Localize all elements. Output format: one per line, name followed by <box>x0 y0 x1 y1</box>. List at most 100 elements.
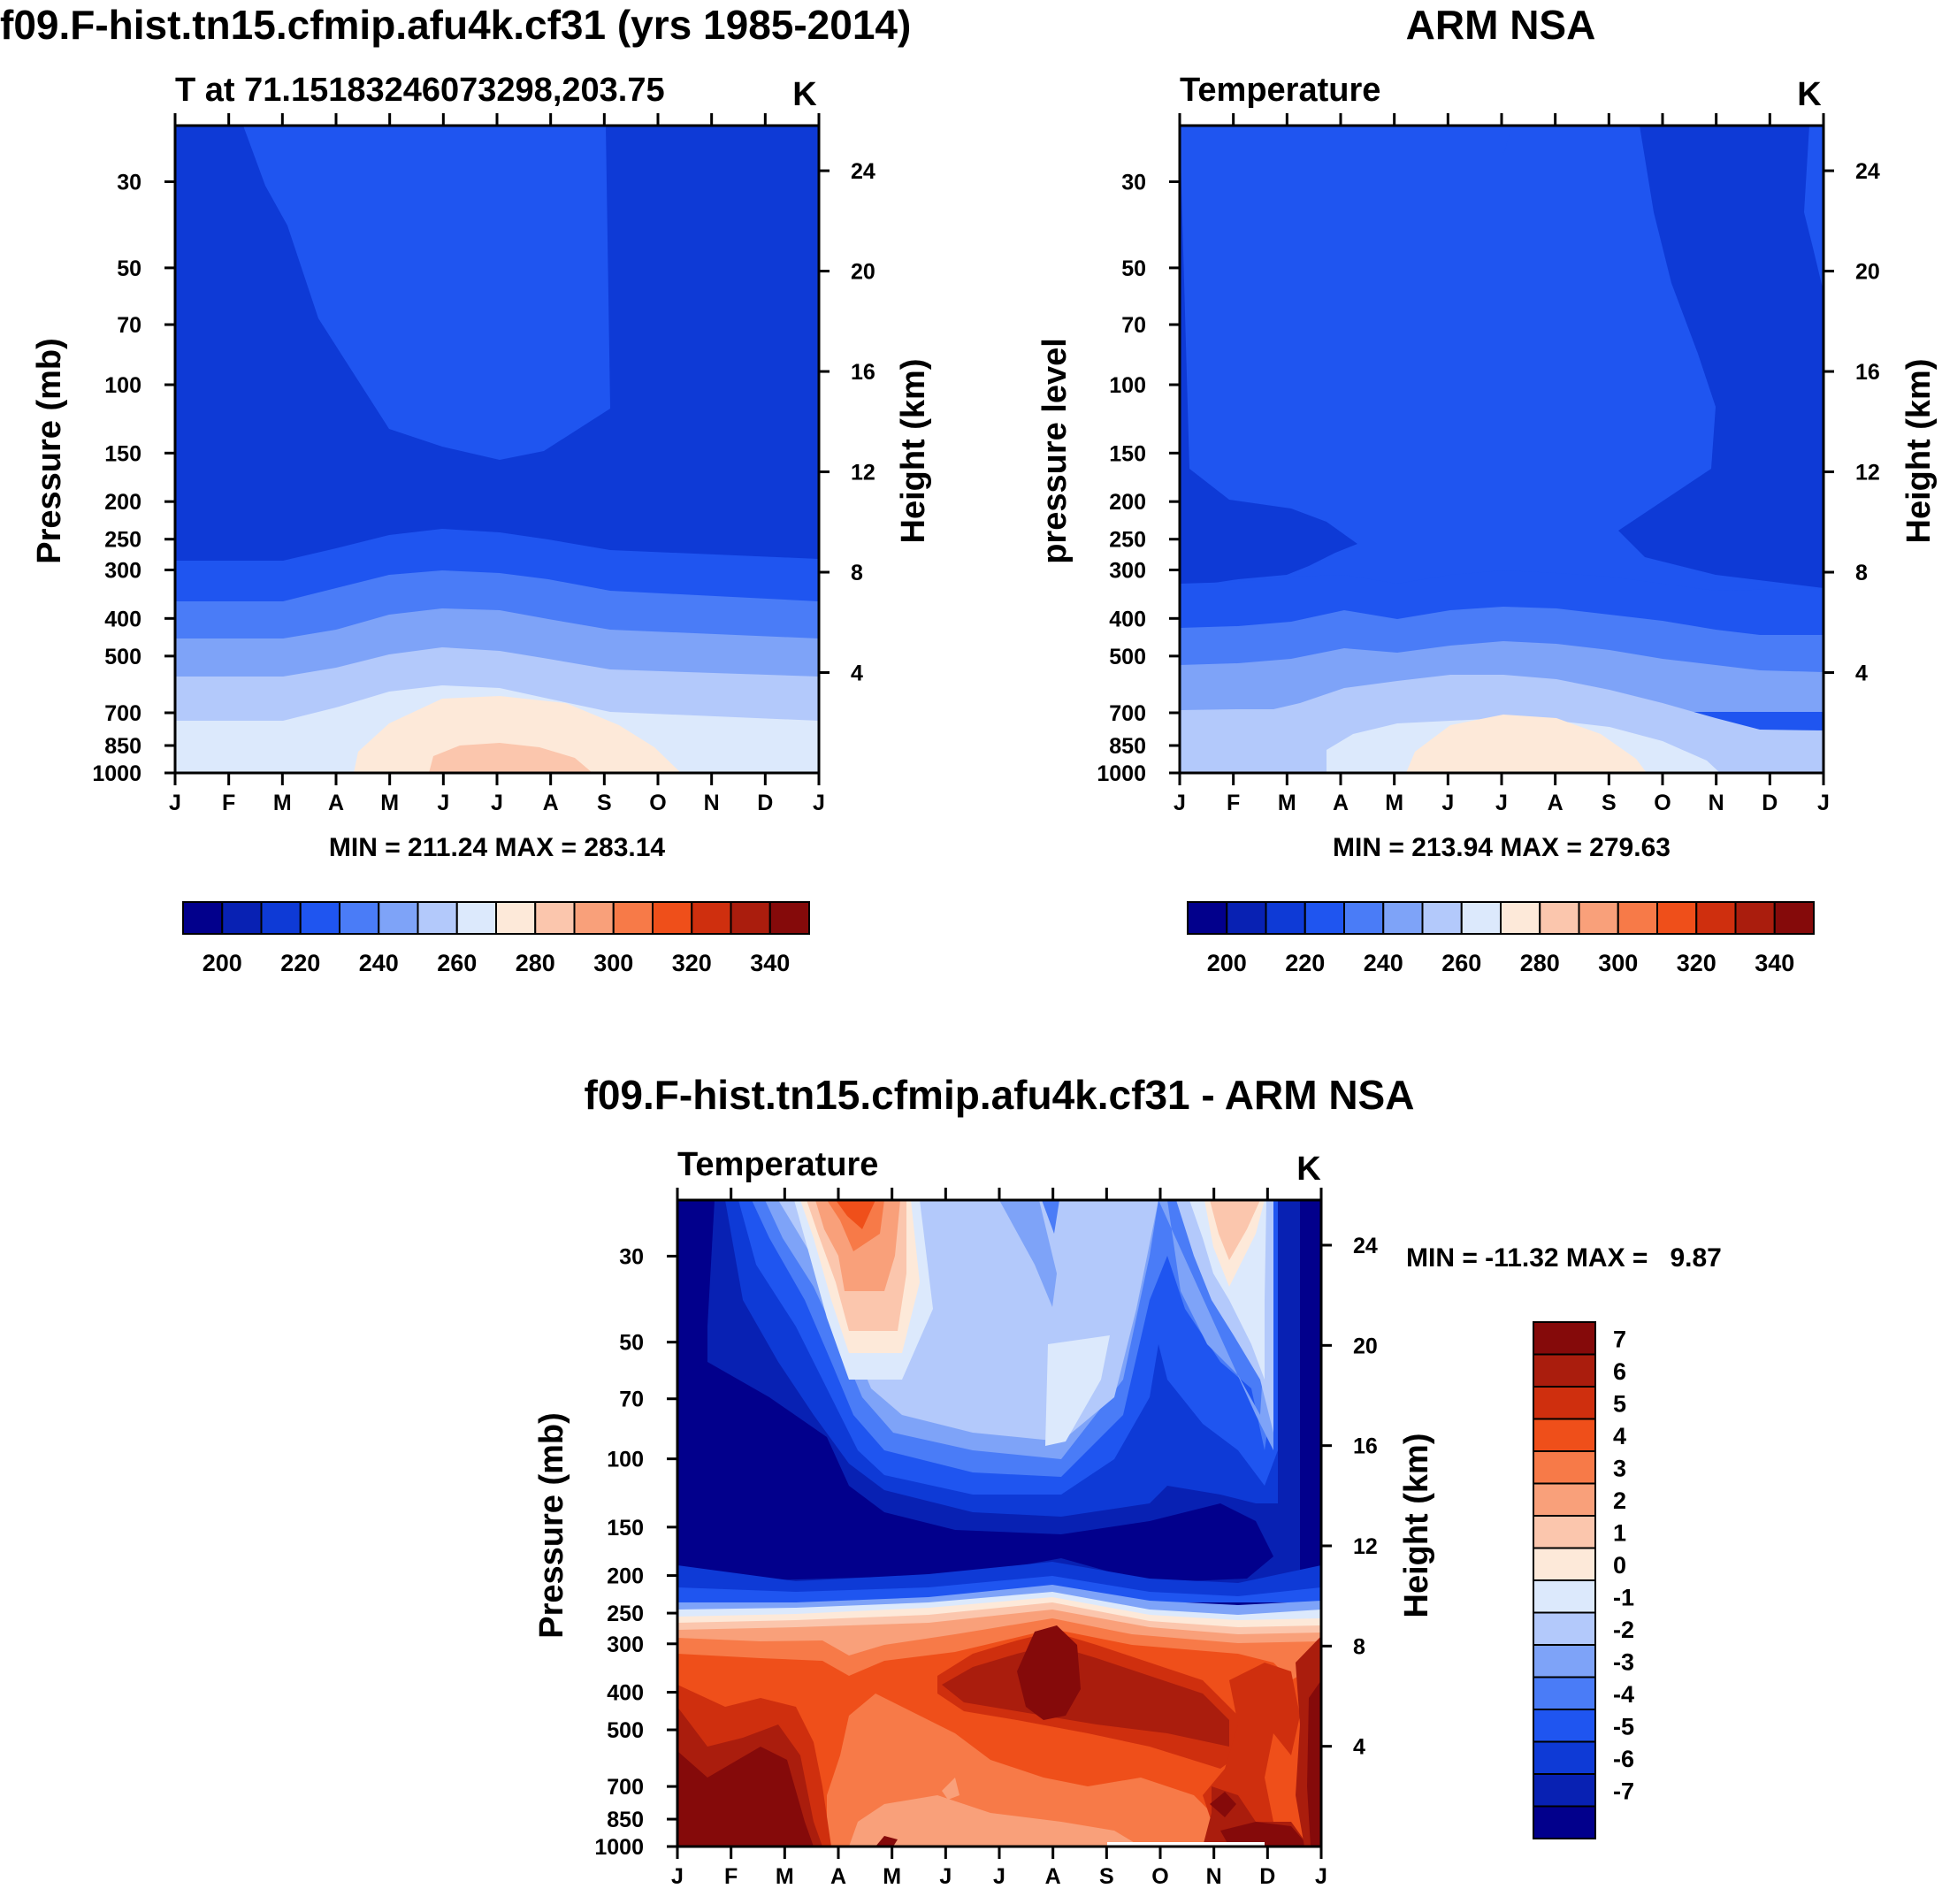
colorbar-label: 240 <box>359 950 399 976</box>
colorbar-box <box>1533 1547 1596 1581</box>
colorbar-label: 260 <box>437 950 477 976</box>
colorbar-label: 300 <box>1598 950 1638 976</box>
y-tick-label-pressure: 200 <box>607 1564 644 1589</box>
x-tick-label: J <box>491 791 503 815</box>
y-tick-label-height: 16 <box>1855 360 1880 385</box>
x-tick-label: J <box>813 791 825 815</box>
contour-band <box>836 1200 875 1229</box>
colorbar-box <box>378 901 419 935</box>
panel-model-y2label: Height (km) <box>895 359 932 544</box>
panel-model-axes: J F M A M J J A S O N D J 30 50 70 100 150 200 250 300 400 500… <box>92 113 875 815</box>
panel-diff-title: f09.F-hist.tn15.cfmip.afu4k.cf31 - ARM N… <box>585 1072 1415 1118</box>
colorbar-box <box>573 901 615 935</box>
x-tick-label: O <box>1654 791 1671 815</box>
x-tick-label: F <box>1227 791 1240 815</box>
panel-model-stats: MIN = 211.24 MAX = 283.14 <box>329 833 666 862</box>
contour-band <box>1042 1200 1059 1234</box>
y-tick-label-pressure: 700 <box>1109 701 1146 726</box>
contour-band <box>1307 1680 1321 1847</box>
colorbar-box <box>455 901 497 935</box>
y-tick-label-pressure: 300 <box>104 558 141 583</box>
contour-band <box>175 529 819 605</box>
x-tick-label: M <box>273 791 292 815</box>
y-tick-label-pressure: 500 <box>1109 645 1146 669</box>
colorbar-box <box>1265 901 1306 935</box>
panel-obs-title: ARM NSA <box>1406 2 1596 48</box>
colorbar-box <box>1734 901 1776 935</box>
panel-obs-ylabel: pressure level <box>1036 338 1074 564</box>
x-tick-label: J <box>1315 1864 1327 1889</box>
colorbar-box <box>1533 1386 1596 1420</box>
colorbar-label: 280 <box>516 950 555 976</box>
colorbar-label: 220 <box>280 950 320 976</box>
colorbar-label: -1 <box>1613 1585 1634 1611</box>
colorbar-box <box>1539 901 1580 935</box>
x-tick-label: A <box>1333 791 1349 815</box>
colorbar-box <box>1226 901 1267 935</box>
x-tick-label: J <box>169 791 181 815</box>
colorbar-box <box>534 901 576 935</box>
x-tick-label: S <box>597 791 612 815</box>
colorbar-box <box>1304 901 1345 935</box>
y-tick-label-pressure: 1000 <box>594 1835 644 1860</box>
colorbar-box <box>339 901 380 935</box>
contour-band <box>1210 1200 1260 1260</box>
y-tick-label-height: 20 <box>1855 260 1880 285</box>
y-tick-label-pressure: 300 <box>1109 558 1146 583</box>
x-tick-label: J <box>1441 791 1454 815</box>
colorbar-box <box>691 901 732 935</box>
panel-diff-contours <box>677 1200 1321 1847</box>
panel-diff-axes: J F M A M J J A S O N D J 30 50 70 100 150 200 250 300 400 500… <box>594 1188 1378 1889</box>
colorbar-box <box>1500 901 1541 935</box>
colorbar-box <box>1421 901 1463 935</box>
contour-band <box>827 1200 884 1251</box>
colorbar-label: -4 <box>1613 1681 1634 1708</box>
x-tick-label: N <box>1709 791 1724 815</box>
x-tick-label: D <box>757 791 773 815</box>
panel-diff-colorbar: 7 6 5 4 3 2 1 0 -1 -2 -3 -4 -5 -6 -7 <box>1533 1321 1634 1839</box>
colorbar-box <box>417 901 458 935</box>
contour-band <box>1486 126 1512 155</box>
colorbar-label: 2 <box>1613 1487 1626 1514</box>
y-tick-label-height: 16 <box>1353 1434 1378 1459</box>
colorbar-label: -3 <box>1613 1649 1634 1676</box>
y-tick-label-pressure: 1000 <box>1097 761 1146 786</box>
panel-model-ylabel: Pressure (mb) <box>31 338 68 564</box>
colorbar-box <box>1695 901 1737 935</box>
x-tick-label: A <box>543 791 559 815</box>
y-tick-label-pressure: 100 <box>104 373 141 398</box>
colorbar-box <box>1533 1450 1596 1485</box>
x-tick-label: M <box>883 1864 901 1889</box>
contour-band <box>677 1747 814 1847</box>
y-tick-label-height: 24 <box>1855 159 1880 184</box>
y-tick-label-pressure: 500 <box>104 645 141 669</box>
colorbar-box <box>1533 1676 1596 1710</box>
colorbar-box <box>1187 901 1228 935</box>
y-tick-label-height: 8 <box>1855 561 1868 585</box>
y-tick-label-height: 20 <box>851 260 875 285</box>
panel-obs-units: K <box>1797 76 1822 113</box>
colorbar-label: 200 <box>1207 950 1247 976</box>
y-tick-label-pressure: 50 <box>619 1331 644 1356</box>
x-tick-label: A <box>1548 791 1564 815</box>
colorbar-box <box>612 901 654 935</box>
colorbar-box <box>182 901 224 935</box>
y-tick-label-pressure: 70 <box>619 1388 644 1412</box>
panel-obs-stats: MIN = 213.94 MAX = 279.63 <box>1333 833 1671 862</box>
colorbar-label: 5 <box>1613 1391 1626 1418</box>
y-tick-label-pressure: 100 <box>607 1448 644 1472</box>
y-tick-label-height: 12 <box>1855 461 1880 486</box>
panel-diff-ylabel: Pressure (mb) <box>533 1412 570 1639</box>
colorbar-box <box>768 901 810 935</box>
contour-band <box>1017 1625 1081 1720</box>
panel-model-colorbar: 200 220 240 260 280 300 320 340 <box>182 901 810 976</box>
y-tick-label-pressure: 70 <box>1121 313 1146 338</box>
colorbar-box <box>1533 1579 1596 1614</box>
contour-band <box>1220 1822 1309 1847</box>
colorbar-label: 280 <box>1520 950 1560 976</box>
contour-band <box>1045 1335 1110 1446</box>
y-tick-label-height: 12 <box>1353 1534 1378 1559</box>
y-tick-label-pressure: 70 <box>117 313 141 338</box>
y-tick-label-pressure: 150 <box>1109 441 1146 466</box>
colorbar-label: 200 <box>203 950 242 976</box>
